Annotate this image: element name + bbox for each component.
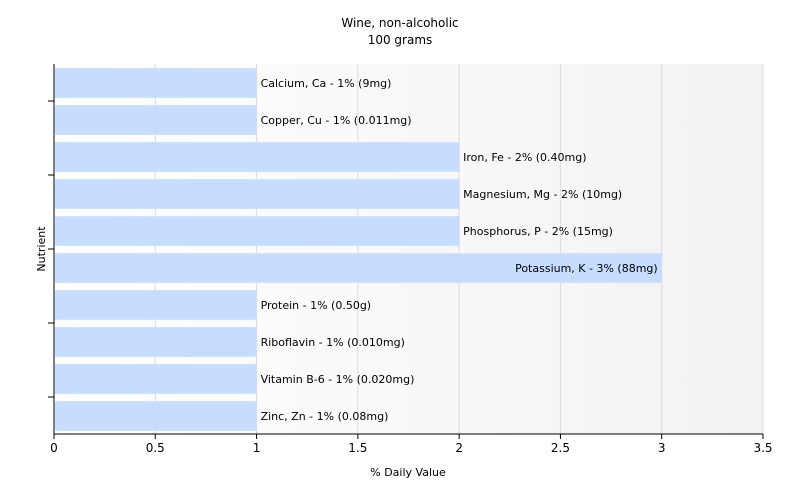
bar: [55, 216, 460, 246]
bar-label: Iron, Fe - 2% (0.40mg): [463, 151, 586, 164]
bar: [55, 364, 257, 394]
bar: [55, 179, 460, 209]
x-tick-label: 0.5: [146, 441, 165, 455]
y-axis-title: Nutrient: [35, 226, 48, 272]
bar-label: Calcium, Ca - 1% (9mg): [261, 77, 392, 90]
chart-title: Wine, non-alcoholic: [341, 16, 459, 30]
x-tick-label: 0: [50, 441, 58, 455]
bar: [55, 253, 662, 283]
bar-label: Potassium, K - 3% (88mg): [515, 262, 658, 275]
bar-label: Vitamin B-6 - 1% (0.020mg): [261, 373, 415, 386]
bar: [55, 142, 460, 172]
x-tick-label: 3: [658, 441, 666, 455]
chart-subtitle: 100 grams: [367, 33, 433, 47]
bar-label: Riboflavin - 1% (0.010mg): [261, 336, 405, 349]
x-tick-label: 2.5: [551, 441, 570, 455]
bar: [55, 290, 257, 320]
x-axis-title: % Daily Value: [370, 466, 446, 479]
bar-label: Phosphorus, P - 2% (15mg): [463, 225, 613, 238]
bar-label: Magnesium, Mg - 2% (10mg): [463, 188, 622, 201]
x-tick-label: 2: [455, 441, 463, 455]
grid-lines: [154, 64, 764, 434]
bars: Calcium, Ca - 1% (9mg) Copper, Cu - 1% (0…: [55, 68, 662, 431]
bar: [55, 327, 257, 357]
bar: [55, 68, 257, 98]
x-tick-label: 3.5: [753, 441, 772, 455]
x-tick-label: 1.5: [348, 441, 367, 455]
x-tick-label: 1: [253, 441, 261, 455]
bar: [55, 401, 257, 431]
bar-label: Copper, Cu - 1% (0.011mg): [261, 114, 412, 127]
bar-label: Zinc, Zn - 1% (0.08mg): [261, 410, 389, 423]
axes: 0 0.5 1 1.5 2 2.5 3 3.5: [48, 64, 773, 455]
bar: [55, 105, 257, 135]
bar-label: Protein - 1% (0.50g): [261, 299, 372, 312]
